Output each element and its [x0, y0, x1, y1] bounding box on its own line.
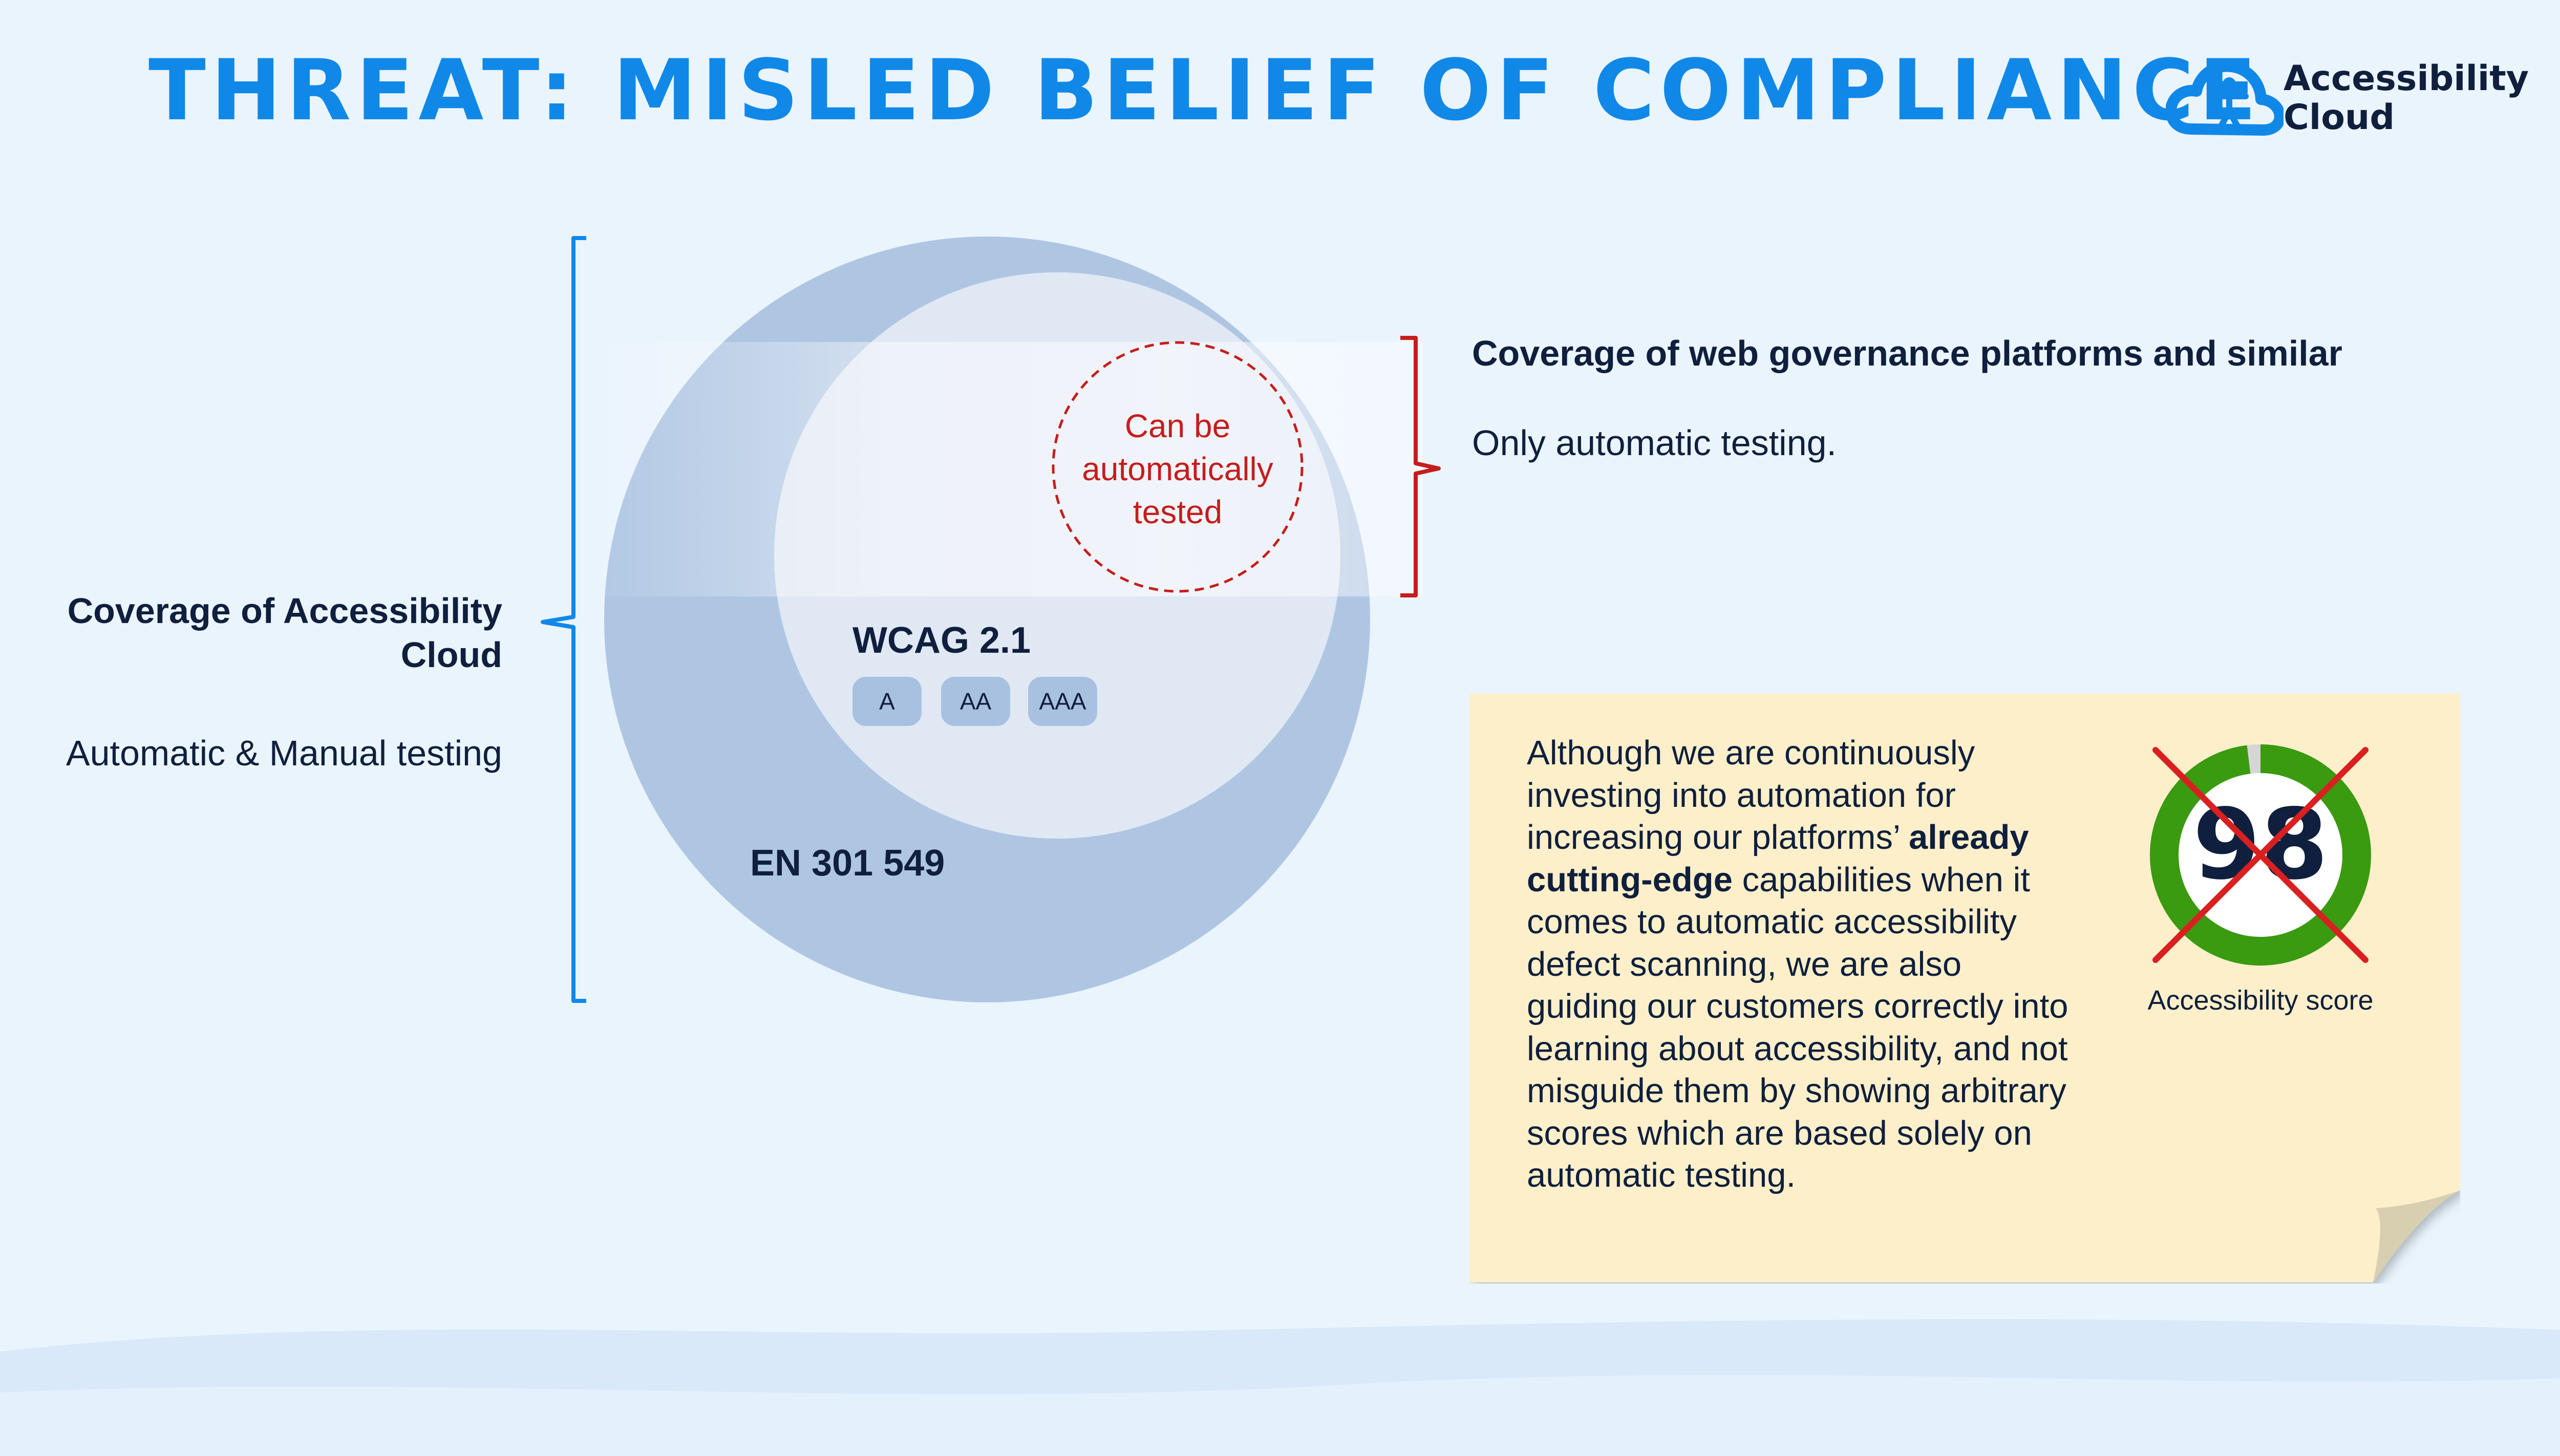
level-badge-aaa: AAA — [1028, 677, 1097, 726]
level-badge-a: A — [852, 677, 922, 726]
accessibility-cloud-logo: Accessibility Cloud — [2166, 57, 2555, 139]
note-text-bold: already cutting-edge — [1527, 818, 2029, 899]
left-coverage-bracket — [541, 236, 586, 1003]
governance-coverage-subtext: Only automatic testing. — [1472, 423, 1837, 463]
wave-decoration — [0, 1375, 2560, 1456]
cloud-person-icon — [2166, 60, 2284, 136]
page-title: THREAT: MISLED BELIEF OF COMPLIANCE — [148, 41, 2262, 139]
logo-text-line2: Cloud — [2284, 97, 2395, 138]
note-text-part1: Although we are continuously investing i… — [1527, 734, 1975, 857]
accessibility-cloud-coverage-subtext: Automatic & Manual testing — [66, 733, 502, 773]
score-label: Accessibility score — [2147, 985, 2374, 1016]
logo-text-line1: Accessibility — [2284, 58, 2529, 99]
score-progress-arc — [2150, 744, 2371, 966]
automatic-testing-label: Can be automatically tested — [1082, 408, 1273, 530]
accessibility-cloud-coverage-heading: Coverage of Accessibility Cloud — [67, 591, 502, 675]
accessibility-score-widget: 98 Accessibility score — [2145, 740, 2401, 1026]
governance-coverage-heading: Coverage of web governance platforms and… — [1472, 333, 2342, 373]
note-text-part2: capabilities when it comes to automatic … — [1527, 860, 2068, 1195]
level-badge-aa: AA — [941, 677, 1010, 726]
right-coverage-bracket — [1400, 336, 1441, 597]
automatic-coverage-band — [604, 342, 1423, 596]
wcag-label: WCAG 2.1 — [852, 620, 1031, 661]
note-card: Although we are continuously investing i… — [1469, 694, 2460, 1283]
automatic-testing-circle — [1052, 341, 1304, 593]
note-text: Although we are continuously investing i… — [1527, 732, 2080, 1197]
en-301-549-label: EN 301 549 — [750, 843, 945, 884]
cross-icon — [2152, 747, 2369, 963]
